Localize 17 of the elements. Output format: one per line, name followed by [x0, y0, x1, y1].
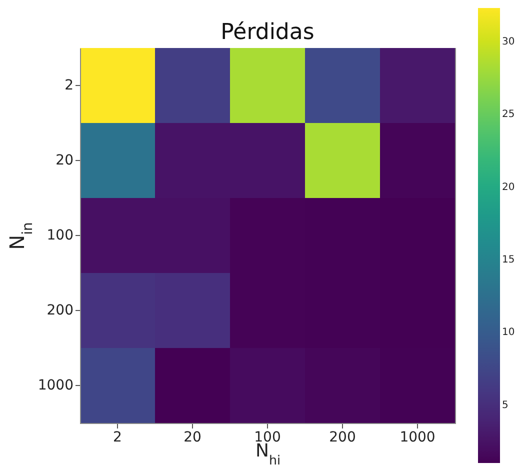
y-tick-label: 2: [64, 78, 74, 94]
color-bar-label: 10: [502, 327, 515, 338]
x-tick-label: 200: [329, 430, 356, 446]
y-tick-label: 1000: [38, 378, 74, 394]
color-bar-label: 30: [502, 36, 515, 48]
x-tick-label: 2: [113, 430, 122, 446]
chart-title: Pérdidas: [220, 20, 314, 45]
x-axis-title: N$_{hi}$: [256, 440, 280, 466]
y-tick-label: 100: [46, 228, 74, 244]
color-bar-label: 25: [502, 109, 515, 120]
y-tick-label: 200: [46, 302, 74, 318]
color-bar-label: 20: [502, 182, 515, 193]
color-bar-label: 5: [502, 400, 508, 411]
x-tick-label: 20: [184, 430, 202, 446]
color-bar-label: 15: [502, 254, 515, 266]
x-tick-label: 1000: [400, 430, 436, 446]
y-tick-label: 20: [56, 152, 74, 168]
